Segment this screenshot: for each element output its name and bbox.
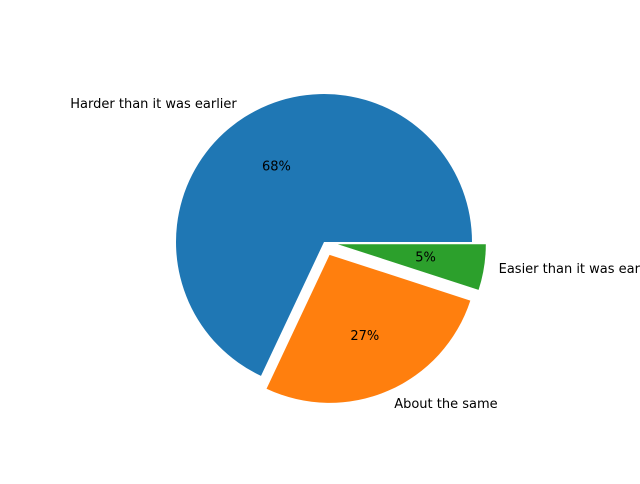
pie-slice-1-percent-label: 68%: [262, 160, 291, 175]
pie-slice-1-category-label: Harder than it was earlier: [70, 97, 237, 112]
pie-slice-2-category-label: About the same: [394, 397, 497, 412]
pie-slice-2: [266, 254, 471, 403]
pie-slice-1: [176, 94, 472, 376]
pie-slice-3-category-label: Easier than it was earlier: [499, 262, 640, 277]
pie-slice-3: [337, 244, 486, 290]
pie-slice-2-percent-label: 27%: [350, 329, 379, 344]
pie-slice-3-percent-label: 5%: [415, 251, 436, 266]
pie-labels: 68% Harder than it was earlier 27% About th…: [70, 97, 640, 412]
pie-slices: [176, 94, 486, 403]
